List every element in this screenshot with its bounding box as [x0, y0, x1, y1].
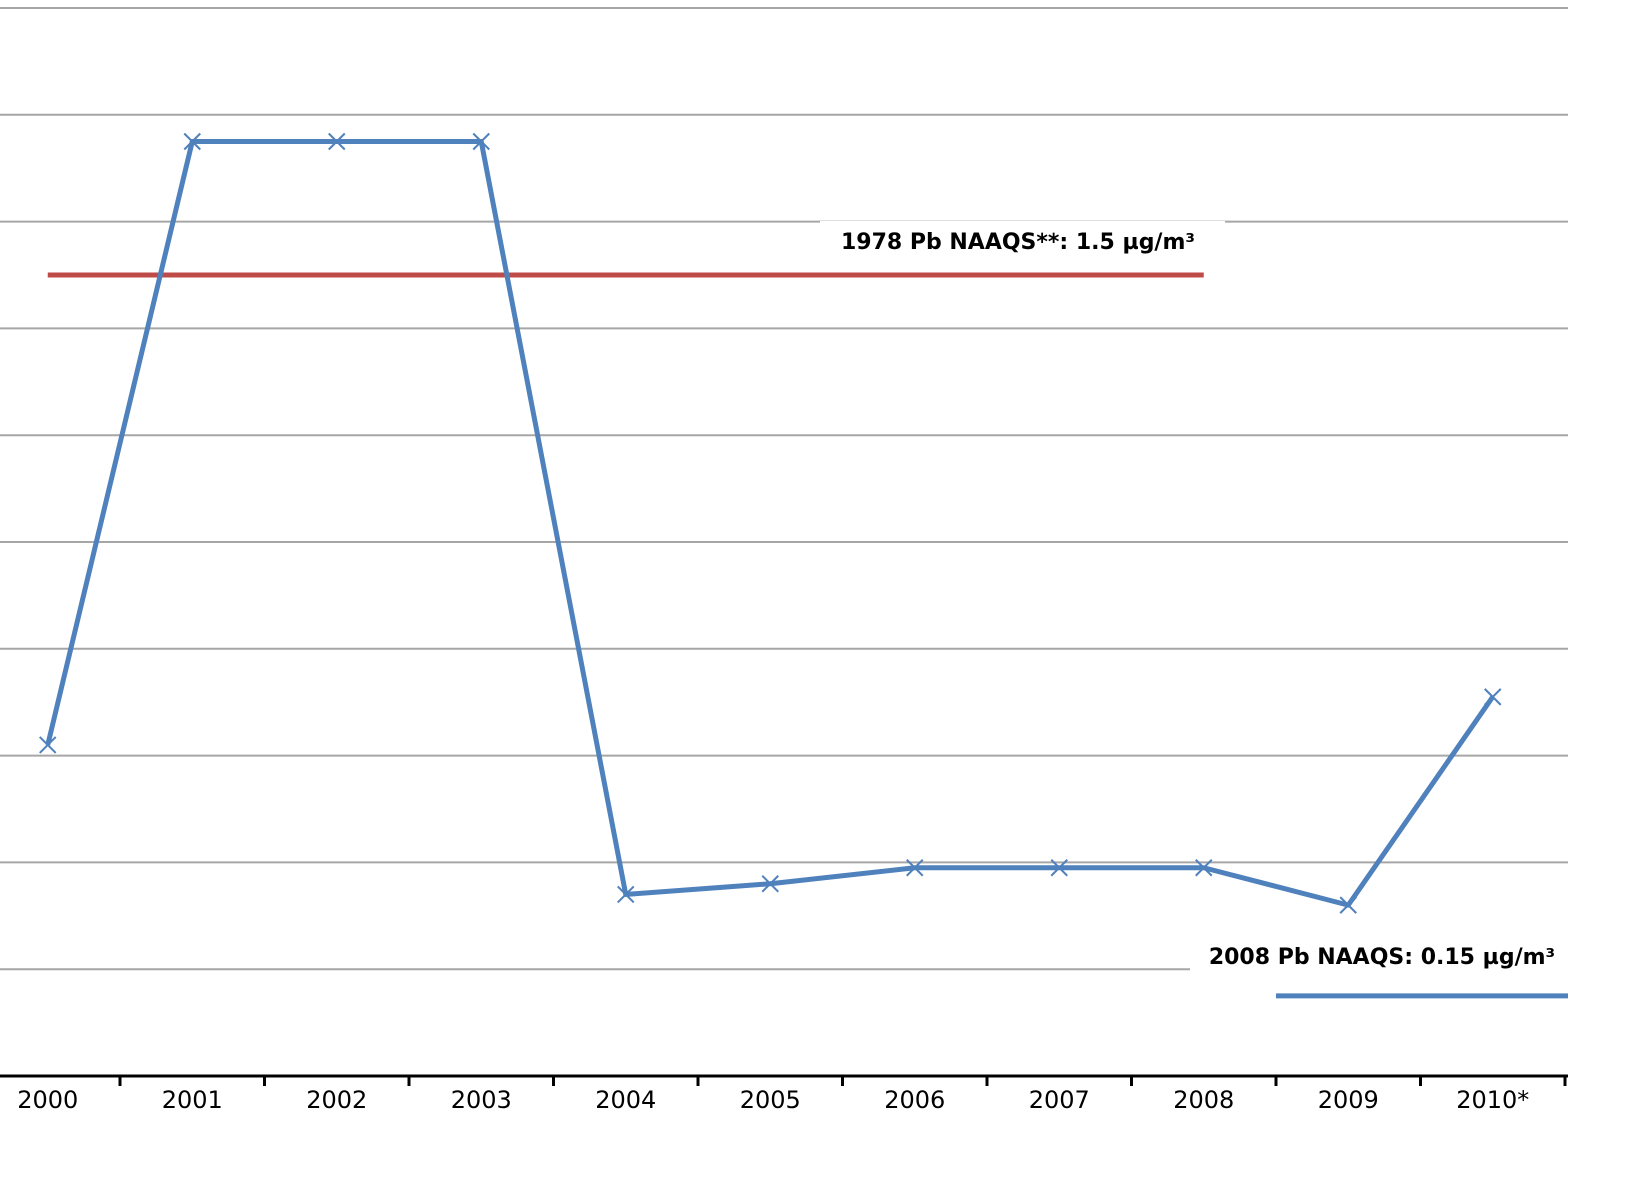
- x-tick-label: 2004: [595, 1086, 656, 1114]
- marker: [761, 875, 779, 893]
- x-tick-label: 2000: [17, 1086, 78, 1114]
- marker: [39, 736, 57, 754]
- annotation-background: [1190, 944, 1568, 984]
- marker: [1484, 688, 1502, 706]
- marker: [328, 132, 346, 151]
- x-tick-label: 2010*: [1456, 1086, 1529, 1114]
- marker: [1339, 896, 1357, 914]
- marker: [617, 885, 635, 904]
- x-tick-label: 2003: [451, 1086, 512, 1114]
- annotation-label: 1978 Pb NAAQS**: 1.5 µg/m³: [841, 230, 1195, 255]
- marker: [906, 859, 924, 877]
- x-tick-label: 2007: [1029, 1086, 1090, 1114]
- series-line: [45, 139, 1495, 908]
- x-tick-label: 2008: [1173, 1086, 1234, 1114]
- marker: [1050, 859, 1068, 877]
- annotation-background: [820, 221, 1225, 265]
- marker: [1195, 859, 1213, 877]
- marker: [183, 132, 201, 151]
- x-tick-label: 2009: [1318, 1086, 1379, 1114]
- x-tick-label: 2001: [162, 1086, 223, 1114]
- x-tick-label: 2006: [884, 1086, 945, 1114]
- x-tick-label: 2005: [740, 1086, 801, 1114]
- marker: [472, 132, 490, 151]
- x-tick-label: 2002: [306, 1086, 367, 1114]
- annotation-label: 2008 Pb NAAQS: 0.15 µg/m³: [1209, 945, 1555, 970]
